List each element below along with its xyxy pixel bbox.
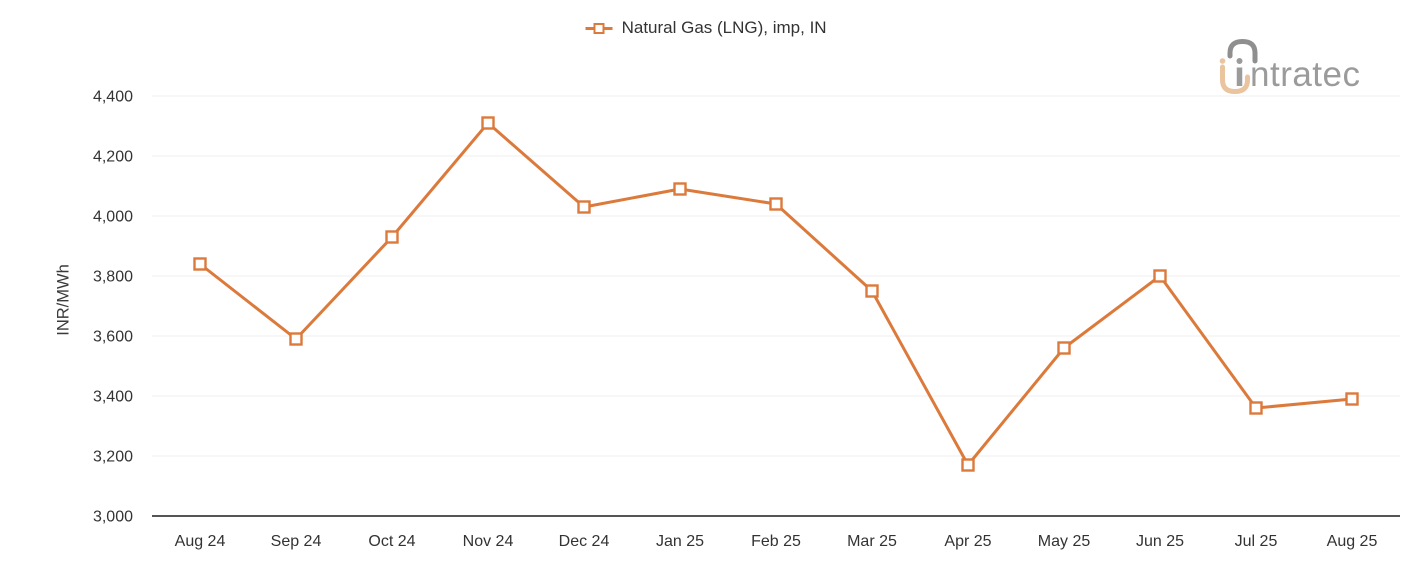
svg-text:3,600: 3,600 [93, 329, 133, 346]
svg-text:4,400: 4,400 [93, 89, 133, 106]
svg-text:3,200: 3,200 [93, 449, 133, 466]
legend-item[interactable]: Natural Gas (LNG), imp, IN [585, 18, 827, 38]
svg-text:3,800: 3,800 [93, 269, 133, 286]
svg-text:Nov 24: Nov 24 [463, 533, 514, 550]
svg-text:Sep 24: Sep 24 [271, 533, 322, 550]
svg-text:4,000: 4,000 [93, 209, 133, 226]
svg-text:Apr 25: Apr 25 [944, 533, 991, 550]
logo-text: ntratec [1250, 55, 1361, 94]
svg-text:May 25: May 25 [1038, 533, 1091, 550]
svg-text:Oct 24: Oct 24 [368, 533, 415, 550]
svg-text:Jun 25: Jun 25 [1136, 533, 1184, 550]
logo-tan-dot-icon [1219, 58, 1226, 64]
svg-text:Mar 25: Mar 25 [847, 533, 897, 550]
legend-square-icon [593, 22, 605, 34]
legend-label: Natural Gas (LNG), imp, IN [621, 18, 827, 37]
svg-text:Aug 24: Aug 24 [175, 533, 226, 550]
logo-i-dot-icon [1236, 58, 1243, 64]
svg-text:Aug 25: Aug 25 [1327, 533, 1378, 550]
svg-text:3,400: 3,400 [93, 389, 133, 406]
svg-text:4,200: 4,200 [93, 149, 133, 166]
logo-gray-arch-icon [1227, 38, 1258, 64]
intratec-logo: ntratec [1219, 38, 1361, 95]
legend-line-marker-icon [585, 22, 613, 35]
svg-text:Jul 25: Jul 25 [1235, 533, 1278, 550]
svg-text:3,000: 3,000 [93, 509, 133, 526]
svg-text:Jan 25: Jan 25 [656, 533, 704, 550]
logo-tan-u-icon [1220, 64, 1250, 95]
svg-text:Dec 24: Dec 24 [559, 533, 610, 550]
svg-text:Feb 25: Feb 25 [751, 533, 801, 550]
